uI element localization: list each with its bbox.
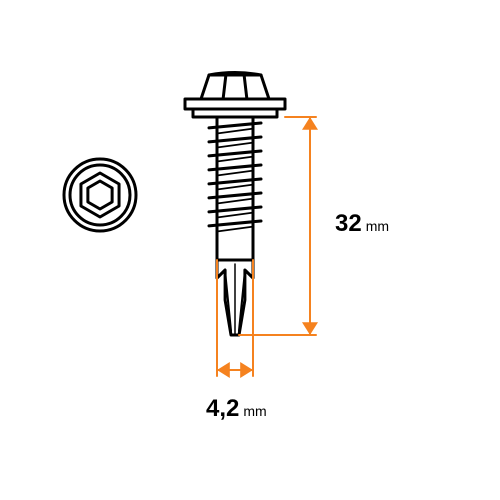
dimension-length-value: 32 (335, 210, 362, 237)
diagram-stage: 32mm 4,2mm (0, 0, 500, 500)
screw-side-view (185, 73, 285, 336)
dimension-length-label: 32mm (335, 210, 389, 238)
technical-drawing-svg (0, 0, 500, 500)
dimension-diameter-label: 4,2mm (206, 395, 267, 423)
dimension-length-unit: mm (366, 218, 389, 234)
dimension-diameter-value: 4,2 (206, 395, 239, 422)
screw-top-view (64, 159, 136, 231)
dimension-diameter-unit: mm (243, 403, 266, 419)
